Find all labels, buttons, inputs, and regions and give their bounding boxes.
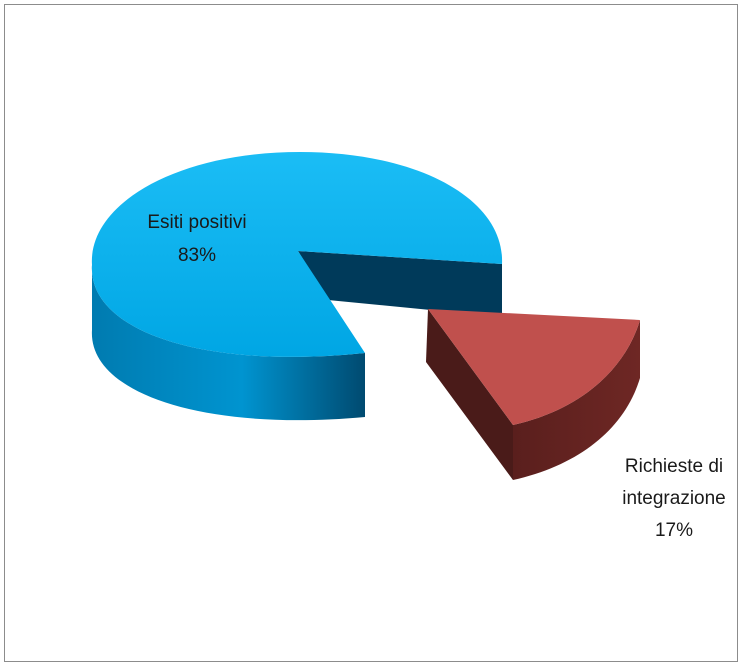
slice-label-line: integrazione <box>622 488 726 509</box>
slice-side-cut <box>298 251 502 317</box>
data-label-richieste-di-integrazione: Richieste di integrazione 17% <box>622 456 726 541</box>
slice-percent: 83% <box>178 245 216 266</box>
slice-label-line: Richieste di <box>625 456 723 477</box>
slice-percent: 17% <box>655 520 693 541</box>
slice-side-front <box>513 320 640 480</box>
slice-side-left <box>426 309 513 480</box>
slice-top <box>428 309 640 425</box>
data-label-esiti-positivi: Esiti positivi 83% <box>147 212 246 266</box>
slice-side-outer <box>91 265 365 421</box>
slice-top <box>91 152 503 357</box>
pie-slice-richieste-di-integrazione <box>426 309 640 480</box>
slice-label-line: Esiti positivi <box>147 212 246 233</box>
pie-slice-esiti-positivi <box>91 152 503 421</box>
